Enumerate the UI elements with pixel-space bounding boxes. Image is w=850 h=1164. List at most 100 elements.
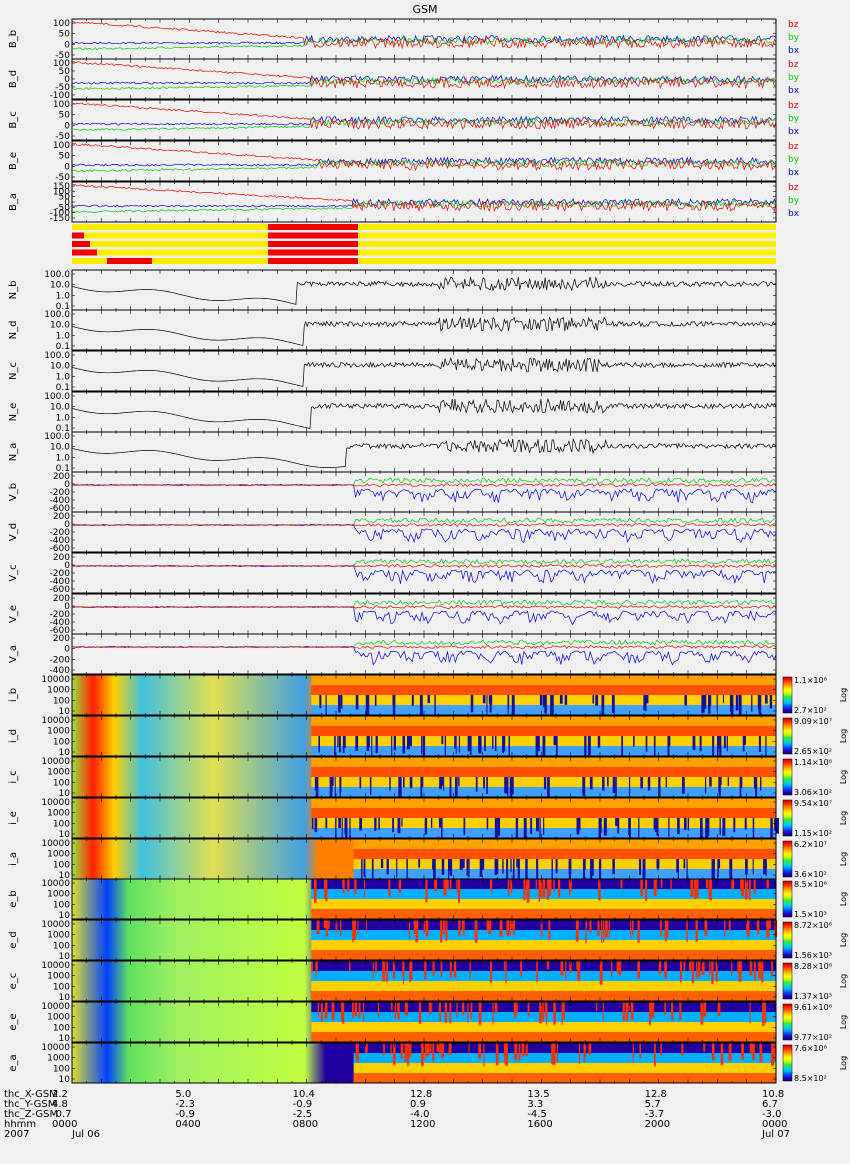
spec-panel-8-colorbar (782, 1003, 793, 1041)
spec-panel-3-streak-50 (615, 818, 618, 827)
spec-panel-7-tick-3: 10 (59, 993, 71, 1003)
x-label-hhmm: hhmm (4, 1119, 37, 1130)
spec-panel-6-streak-54 (513, 920, 515, 936)
spec-panel-1-cmin: 2.65×10² (794, 747, 832, 756)
spec-panel-4-streak-53 (506, 859, 509, 882)
x-col-6-y: 6.7 (762, 1099, 778, 1110)
spec-panel-3-streak-31 (441, 818, 443, 839)
v-panel-4-bx-line (71, 646, 777, 666)
spec-panel-2-cmin: 3.06×10² (794, 788, 832, 797)
flag-red-0 (268, 224, 358, 230)
spec-panel-6-streak-24 (608, 920, 610, 938)
spec-panel-label-2: i_c (8, 770, 19, 783)
spec-panel-7-streak-47 (680, 961, 682, 979)
spec-panel-8-streak-31 (354, 1002, 358, 1017)
chart-svg: GSMB_b100500-50bzbybxB_d100500-50-100bzb… (8, 3, 848, 1085)
spec-panel-2-tick-3: 10 (59, 789, 71, 799)
spec-panel-5-streak-20 (696, 879, 699, 898)
spec-panel-9-streak-24 (383, 1043, 385, 1056)
n-panel-2-tick-2: 1.0 (56, 372, 71, 382)
spec-panel-0-streak-57 (564, 695, 568, 705)
spec-panel-6-streak-20 (425, 920, 429, 937)
spec-panel-5-streak-17 (546, 879, 549, 900)
spec-panel-1-streak-47 (406, 736, 410, 750)
spec-panel-9-streak-11 (703, 1043, 706, 1052)
spec-panel-0-streak-15 (645, 695, 649, 704)
spec-panel-6-band-1 (311, 930, 776, 940)
b-panel-4-tick-1: 100 (53, 187, 70, 197)
spec-panel-8-streak-37 (717, 1002, 721, 1016)
spec-panel-7-streak-24 (536, 961, 538, 982)
spec-panel-9-streak-49 (409, 1043, 412, 1055)
spec-panel-7-streak-12 (449, 961, 452, 979)
spec-panel-1-streak-2 (723, 736, 726, 749)
spec-panel-0-streak-10 (703, 695, 707, 709)
v-panel-1-tick-1: 0 (64, 520, 70, 530)
spec-panel-0-streak-26 (434, 695, 436, 717)
flag-row-2 (72, 241, 776, 247)
x-col-0-x: 2.2 (52, 1089, 68, 1100)
spec-panel-5-streak-51 (569, 879, 572, 892)
spec-panel-9-band-2 (353, 1063, 776, 1073)
spec-panel-2-streak-54 (409, 777, 413, 789)
flag-row-4 (72, 258, 776, 264)
spec-panel-2-streak-43 (339, 777, 341, 801)
flag-row-1 (72, 232, 776, 239)
b-panel-0-tick-3: -50 (55, 51, 70, 61)
spec-panel-5-tick-3: 10 (59, 911, 71, 921)
spec-panel-0-streak-47 (738, 695, 741, 714)
b-panel-1-by-line (71, 76, 777, 91)
spec-panel-1-streak-54 (368, 736, 370, 748)
spec-panel-0-streak-27 (601, 695, 605, 716)
spec-panel-6-streak-53 (442, 920, 445, 935)
spec-panel-8-streak-57 (342, 1002, 345, 1024)
spec-panel-0-tick-2: 100 (53, 696, 70, 706)
b-panel-3-tick-0: 100 (53, 141, 70, 151)
n-panel-4-density-line (71, 438, 777, 468)
spec-panel-6-streak-39 (585, 920, 587, 944)
spec-panel-7-streak-44 (577, 961, 580, 982)
x-col-4-y: 3.3 (527, 1099, 544, 1110)
spec-panel-1-streak-16 (542, 736, 546, 760)
spec-panel-3-log-label: Log (839, 811, 848, 825)
n-panel-2-tick-1: 10.0 (50, 362, 70, 372)
spec-panel-3-streak-5 (345, 818, 348, 841)
spec-panel-6-streak-58 (597, 920, 600, 936)
spec-panel-6-streak-30 (445, 920, 448, 941)
spec-panel-8-streak-53 (630, 1002, 634, 1020)
spec-panel-5-streak-57 (525, 879, 529, 890)
x-col-1-hhmm: 0400 (175, 1119, 201, 1130)
spec-panel-0-streak-7 (701, 695, 705, 713)
spec-panel-5-streak-5 (705, 879, 709, 889)
spec-panel-6-streak-8 (575, 920, 579, 942)
spec-panel-4-streak-23 (598, 859, 602, 882)
b-panel-3-legend-by: by (788, 155, 800, 165)
spec-panel-9-streak-27 (770, 1043, 774, 1066)
spec-panel-6-streak-0 (408, 920, 411, 940)
spec-panel-0-streak-52 (325, 695, 327, 718)
spec-panel-9-streak-55 (741, 1043, 744, 1060)
spec-panel-7-streak-33 (695, 961, 698, 979)
b-panel-3-tick-3: -50 (55, 173, 70, 183)
spec-panel-7-streak-18 (560, 961, 564, 976)
spec-panel-4-streak-0 (502, 859, 504, 874)
v-panel-2-bx-line (71, 565, 777, 585)
spec-panel-2-streak-20 (439, 777, 442, 790)
b-panel-label-0: B_b (8, 30, 19, 48)
spec-panel-4-streak-55 (745, 859, 748, 875)
spec-panel-8-streak-19 (317, 1002, 320, 1018)
spec-panel-1-streak-53 (444, 736, 447, 756)
spec-panel-7-streak-9 (520, 961, 523, 977)
spec-panel-7-tick-2: 100 (53, 982, 70, 992)
n-panel-2 (71, 350, 777, 392)
spec-panel-2-streak-48 (369, 777, 372, 795)
spec-panel-4-streak-32 (448, 859, 450, 882)
spec-panel-0-cmin: 2.7×10² (794, 706, 827, 715)
spec-panel-9-tick-2: 100 (53, 1064, 70, 1074)
spec-panel-1-streak-1 (719, 736, 722, 759)
spec-panel-6-streak-45 (605, 920, 608, 938)
spec-panel-8-streak-52 (418, 1002, 422, 1024)
spec-panel-5-streak-15 (398, 879, 402, 893)
spec-panel-8-streak-9 (527, 1002, 530, 1017)
